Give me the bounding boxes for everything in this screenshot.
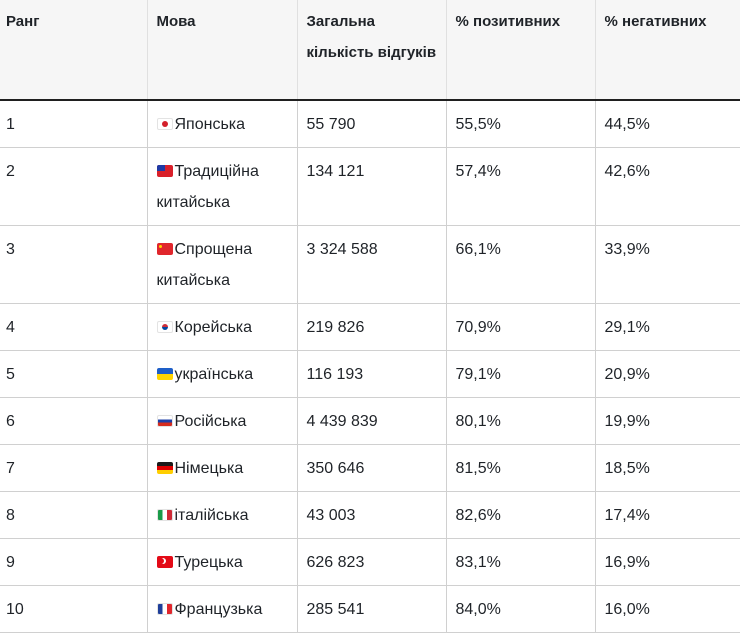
total-reviews-cell: 116 193: [296, 350, 446, 398]
language-name: українська: [174, 365, 254, 383]
negative-percent-cell: 16,0%: [594, 585, 740, 633]
negative-percent-cell: 17,4%: [594, 491, 740, 539]
language-name: Французька: [174, 600, 263, 618]
total-reviews-cell: 219 826: [296, 303, 446, 351]
language-name: Японська: [174, 116, 246, 133]
rank-cell: 1: [0, 100, 147, 148]
table-row: 3 Спрощена китайська 3 324 588 66,1% 33,…: [0, 225, 740, 304]
table-row: 4 Корейська 219 826 70,9% 29,1%: [0, 303, 740, 351]
positive-percent-cell: 83,1%: [445, 538, 595, 586]
header-positive-percent: % позитивних: [445, 0, 595, 101]
positive-percent-cell: 82,6%: [445, 491, 595, 539]
language-cell: Французька: [146, 585, 297, 633]
negative-percent-cell: 33,9%: [594, 225, 740, 304]
header-rank: Ранг: [0, 0, 147, 101]
negative-percent-cell: 44,5%: [594, 100, 740, 148]
total-reviews-cell: 55 790: [296, 100, 446, 148]
negative-percent-cell: 29,1%: [594, 303, 740, 351]
rank-cell: 8: [0, 491, 147, 539]
flag-turkey-icon: [156, 555, 173, 568]
language-cell: італійська: [146, 491, 297, 539]
negative-percent-cell: 18,5%: [594, 444, 740, 492]
flag-italy-icon: [156, 508, 173, 521]
table-body: 1 Японська 55 790 55,5% 44,5% 2 Традицій…: [0, 100, 740, 633]
rank-cell: 2: [0, 147, 147, 226]
negative-percent-cell: 42,6%: [594, 147, 740, 226]
flag-russia-icon: [156, 414, 173, 427]
total-reviews-cell: 4 439 839: [296, 397, 446, 445]
language-cell: Традиційна китайська: [146, 147, 297, 226]
language-name: Спрощена китайська: [156, 240, 253, 289]
positive-percent-cell: 57,4%: [445, 147, 595, 226]
positive-percent-cell: 81,5%: [445, 444, 595, 492]
table-row: 9 Турецька 626 823 83,1% 16,9%: [0, 538, 740, 586]
language-cell: Російська: [146, 397, 297, 445]
language-name: Корейська: [174, 318, 253, 336]
table-row: 8 італійська 43 003 82,6% 17,4%: [0, 491, 740, 539]
language-name: італійська: [174, 506, 249, 524]
header-language: Мова: [146, 0, 297, 101]
header-row: Ранг Мова Загальна кількість відгуків % …: [0, 0, 740, 101]
rank-cell: 6: [0, 397, 147, 445]
rank-cell: 5: [0, 350, 147, 398]
table-row: 5 українська 116 193 79,1% 20,9%: [0, 350, 740, 398]
positive-percent-cell: 79,1%: [445, 350, 595, 398]
negative-percent-cell: 19,9%: [594, 397, 740, 445]
negative-percent-cell: 16,9%: [594, 538, 740, 586]
rank-cell: 4: [0, 303, 147, 351]
rank-cell: 3: [0, 225, 147, 304]
table-header: Ранг Мова Загальна кількість відгуків % …: [0, 0, 740, 101]
flag-japan-icon: [156, 118, 173, 130]
flag-france-icon: [156, 602, 173, 615]
positive-percent-cell: 84,0%: [445, 585, 595, 633]
header-total-reviews: Загальна кількість відгуків: [296, 0, 446, 101]
language-cell: Корейська: [146, 303, 297, 351]
positive-percent-cell: 80,1%: [445, 397, 595, 445]
language-cell: Спрощена китайська: [146, 225, 297, 304]
table-row: 7 Німецька 350 646 81,5% 18,5%: [0, 444, 740, 492]
language-cell: Японська: [146, 100, 297, 148]
total-reviews-cell: 43 003: [296, 491, 446, 539]
positive-percent-cell: 66,1%: [445, 225, 595, 304]
total-reviews-cell: 350 646: [296, 444, 446, 492]
language-cell: Турецька: [146, 538, 297, 586]
language-cell: Німецька: [146, 444, 297, 492]
flag-taiwan-icon: [156, 164, 173, 177]
positive-percent-cell: 70,9%: [445, 303, 595, 351]
positive-percent-cell: 55,5%: [445, 100, 595, 148]
flag-china-icon: [156, 242, 173, 255]
rank-cell: 10: [0, 585, 147, 633]
language-name: Турецька: [174, 553, 243, 571]
rank-cell: 9: [0, 538, 147, 586]
table-row: 10 Французька 285 541 84,0% 16,0%: [0, 585, 740, 633]
flag-south-korea-icon: [156, 320, 173, 333]
flag-germany-icon: [156, 461, 173, 474]
table-row: 2 Традиційна китайська 134 121 57,4% 42,…: [0, 147, 740, 226]
rank-cell: 7: [0, 444, 147, 492]
language-name: Російська: [174, 412, 247, 430]
table-row: 6 Російська 4 439 839 80,1% 19,9%: [0, 397, 740, 445]
table-row: 1 Японська 55 790 55,5% 44,5%: [0, 100, 740, 148]
total-reviews-cell: 134 121: [296, 147, 446, 226]
total-reviews-cell: 626 823: [296, 538, 446, 586]
header-negative-percent: % негативних: [594, 0, 740, 101]
negative-percent-cell: 20,9%: [594, 350, 740, 398]
flag-ukraine-icon: [156, 367, 173, 380]
language-cell: українська: [146, 350, 297, 398]
language-name: Німецька: [174, 459, 244, 477]
language-name: Традиційна китайська: [156, 162, 259, 211]
total-reviews-cell: 285 541: [296, 585, 446, 633]
total-reviews-cell: 3 324 588: [296, 225, 446, 304]
